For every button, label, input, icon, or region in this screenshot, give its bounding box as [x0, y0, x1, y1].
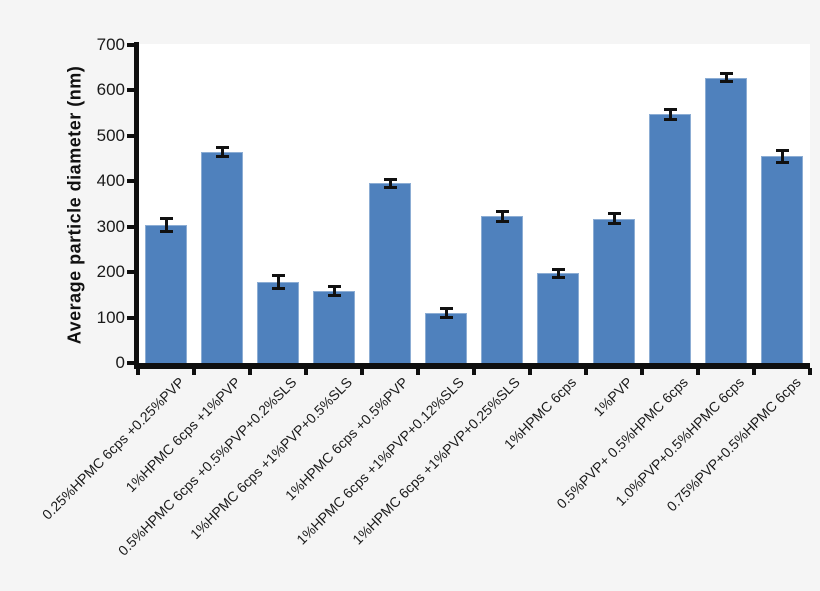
bar — [201, 152, 243, 363]
y-axis-title: Average particle diameter (nm) — [64, 65, 85, 345]
y-axis-tick — [127, 270, 134, 275]
error-bar-stem — [612, 213, 616, 224]
bar — [481, 216, 523, 363]
y-axis-tick-label: 300 — [96, 216, 125, 236]
error-bar-stem — [388, 178, 392, 188]
x-axis-tick — [416, 368, 420, 375]
error-bar-cap-bottom — [439, 316, 453, 320]
bar — [313, 291, 355, 363]
x-axis-category-label: 1%HPMC 6cps +1%PVP — [122, 374, 244, 496]
y-axis-tick — [127, 315, 134, 320]
x-axis-tick — [472, 368, 476, 375]
error-bar-cap-top — [663, 107, 677, 111]
y-axis-tick — [127, 179, 134, 184]
bar — [705, 77, 747, 363]
error-bar-cap-bottom — [271, 286, 285, 290]
y-axis-tick — [127, 88, 134, 93]
bar — [649, 114, 691, 363]
y-axis-tick — [127, 224, 134, 229]
error-bar-stem — [276, 275, 280, 289]
x-axis-tick — [584, 368, 588, 375]
error-bar-cap-top — [271, 274, 285, 278]
error-bar-cap-bottom — [215, 155, 229, 159]
x-axis-tick — [360, 368, 364, 375]
y-axis-tick-label: 0 — [115, 353, 125, 372]
y-axis-tick-label: 100 — [96, 307, 125, 327]
bar — [425, 313, 467, 363]
error-bar-cap-bottom — [383, 185, 397, 189]
x-axis-tick — [248, 368, 252, 375]
error-bar-cap-top — [775, 148, 789, 152]
bar — [593, 218, 635, 363]
error-bar-stem — [220, 147, 224, 158]
error-bar-stem — [444, 307, 448, 319]
x-axis-tick — [696, 368, 700, 375]
error-bar-stem — [724, 73, 728, 83]
error-bar-stem — [332, 286, 336, 297]
error-bar-cap-top — [439, 306, 453, 310]
bar — [257, 282, 299, 363]
error-bar-cap-top — [327, 285, 341, 289]
error-bar-cap-bottom — [663, 117, 677, 121]
error-bar-cap-top — [159, 216, 173, 220]
error-bar-cap-bottom — [719, 80, 733, 84]
error-bar-stem — [556, 268, 560, 278]
y-axis-tick — [127, 361, 134, 365]
error-bar-cap-bottom — [607, 221, 621, 225]
error-bar-cap-top — [719, 72, 733, 76]
x-axis-tick — [640, 368, 644, 375]
x-axis-tick — [528, 368, 532, 375]
error-bar-stem — [164, 217, 168, 233]
error-bar-cap-top — [383, 177, 397, 181]
error-bar-stem — [500, 210, 504, 222]
x-axis-tick — [192, 368, 196, 375]
y-axis-tick-label: 500 — [96, 125, 125, 145]
error-bar-stem — [668, 108, 672, 120]
bar — [369, 183, 411, 363]
error-bar-stem — [780, 149, 784, 163]
plot-area — [138, 44, 810, 365]
y-axis-tick-label: 200 — [96, 262, 125, 282]
y-axis-tick-label: 400 — [96, 171, 125, 191]
x-axis-tick — [304, 368, 308, 375]
y-axis-tick — [127, 133, 134, 138]
x-axis-category-label: 1%PVP — [589, 374, 636, 420]
error-bar-cap-bottom — [327, 294, 341, 298]
bar — [761, 156, 803, 363]
x-axis-tick — [752, 368, 756, 375]
x-axis-tick — [808, 368, 812, 375]
x-axis — [134, 363, 810, 369]
bar — [537, 273, 579, 363]
error-bar-cap-top — [551, 267, 565, 271]
error-bar-cap-top — [215, 146, 229, 150]
y-axis-tick-label: 700 — [96, 35, 125, 54]
y-axis — [134, 42, 139, 369]
bar — [145, 224, 187, 363]
error-bar-cap-bottom — [495, 219, 509, 223]
error-bar-cap-bottom — [159, 230, 173, 234]
error-bar-cap-top — [607, 212, 621, 216]
y-axis-tick-label: 600 — [96, 80, 125, 100]
error-bar-cap-bottom — [775, 160, 789, 164]
error-bar-cap-top — [495, 209, 509, 213]
y-axis-tick — [127, 43, 134, 47]
error-bar-cap-bottom — [551, 275, 565, 279]
x-axis-tick — [136, 368, 140, 375]
